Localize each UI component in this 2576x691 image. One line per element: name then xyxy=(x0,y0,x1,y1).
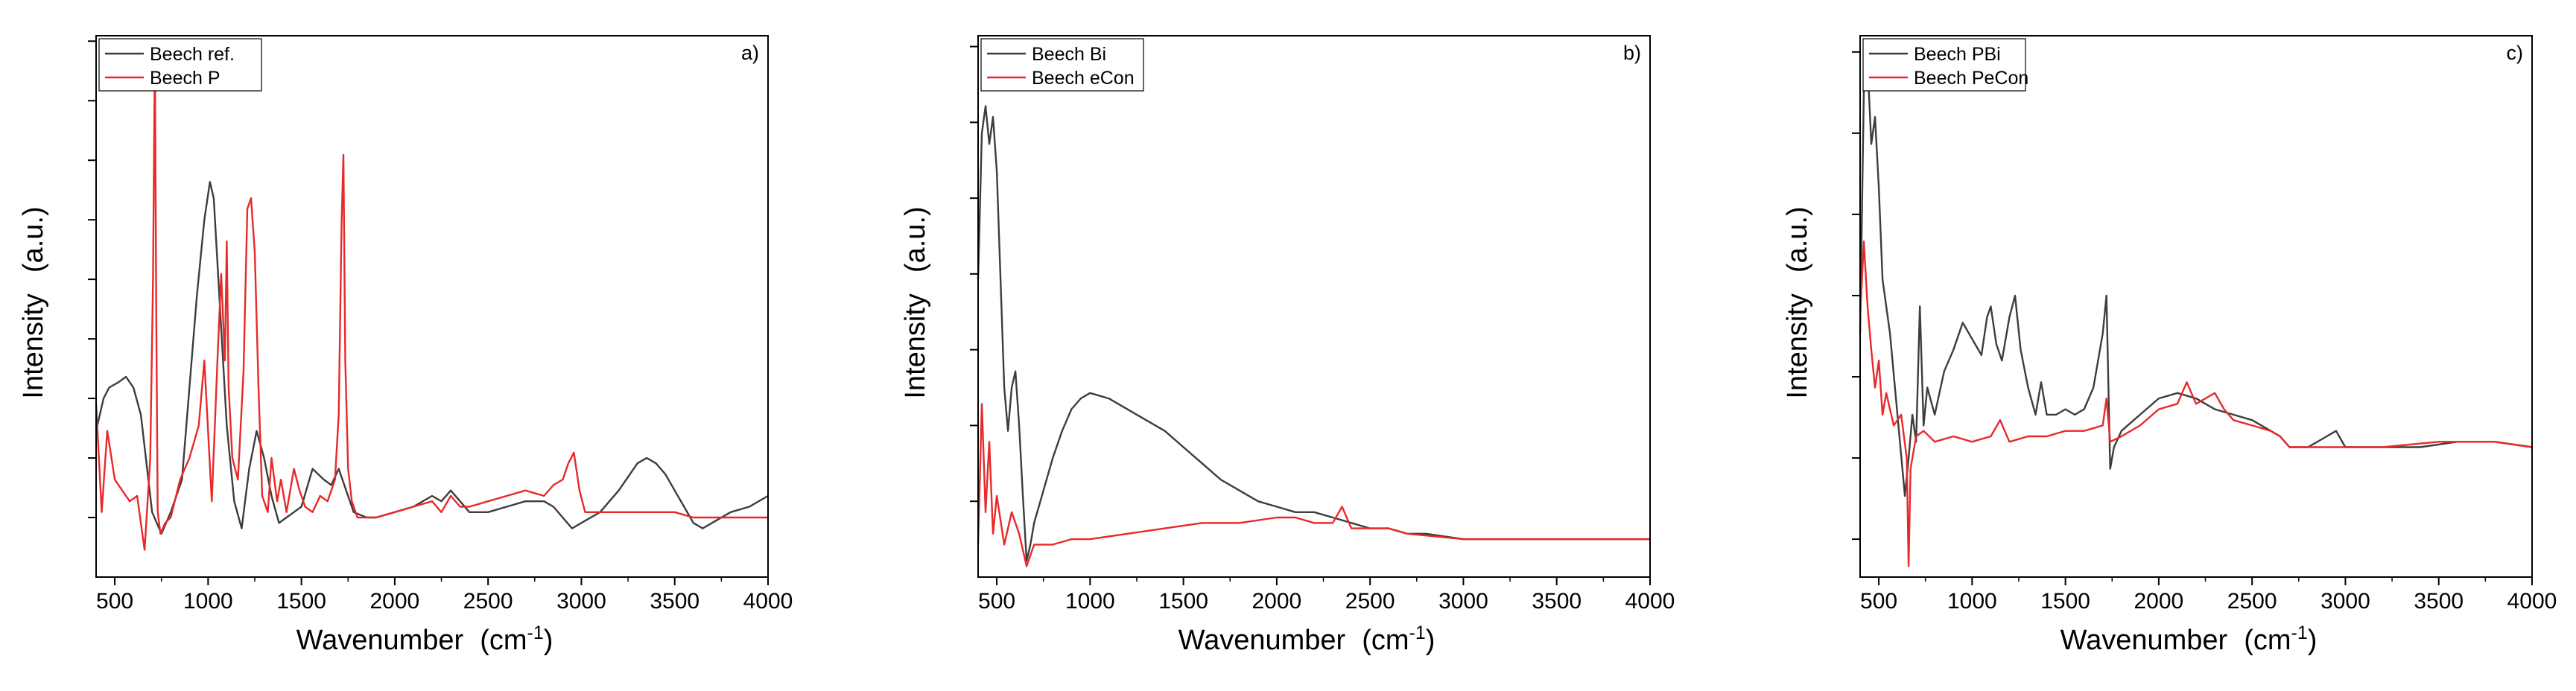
x-axis-unit-exponent: -1 xyxy=(527,622,544,643)
x-tick-label: 4000 xyxy=(1625,589,1675,614)
y-axis-unit: (a.u.) xyxy=(1782,206,1813,273)
series-line-red xyxy=(977,403,1650,567)
legend: Beech PBi Beech PeCon xyxy=(1862,38,2028,92)
y-axis-label: Intensity xyxy=(18,293,49,399)
x-tick-label: 2500 xyxy=(2227,589,2277,614)
x-axis-unit: (cm xyxy=(1362,625,1409,656)
legend-label: Beech ref. xyxy=(150,44,235,65)
x-axis-label: Wavenumber xyxy=(296,625,464,656)
x-tick-label: 4000 xyxy=(743,589,793,614)
x-tick-label: 2000 xyxy=(2134,589,2184,614)
x-tick-label: 2500 xyxy=(1345,589,1395,614)
x-tick-label: 500 xyxy=(978,589,1015,614)
x-tick-label: 3500 xyxy=(2414,589,2464,614)
x-tick-label: 3000 xyxy=(2320,589,2370,614)
plot-frame xyxy=(1859,35,2533,578)
legend: Beech ref. Beech P xyxy=(98,38,262,92)
y-axis-title: Intensity (a.u.) xyxy=(18,206,49,398)
series-line-black xyxy=(95,181,769,535)
x-axis-title: Wavenumber (cm-1) xyxy=(296,622,553,656)
x-axis-unit: (cm xyxy=(2244,625,2291,656)
panel-label: a) xyxy=(741,42,759,64)
x-tick-label: 500 xyxy=(96,589,133,614)
x-tick-label: 1000 xyxy=(1065,589,1115,614)
panel-label: c) xyxy=(2507,42,2524,64)
x-tick-label: 1500 xyxy=(1158,589,1208,614)
x-axis-unit-exponent: -1 xyxy=(1409,622,1426,643)
x-tick-label: 3000 xyxy=(556,589,606,614)
x-tick-label: 2000 xyxy=(370,589,420,614)
x-axis-unit-close: ) xyxy=(544,625,553,656)
y-axis-title: Intensity (a.u.) xyxy=(900,206,931,398)
x-axis-title: Wavenumber (cm-1) xyxy=(2061,622,2318,656)
legend: Beech Bi Beech eCon xyxy=(980,38,1144,92)
legend-label: Beech P xyxy=(150,68,221,89)
x-axis-label: Wavenumber xyxy=(2061,625,2228,656)
x-tick-label: 2000 xyxy=(1252,589,1302,614)
x-axis-unit-close: ) xyxy=(2308,625,2318,656)
x-tick-label: 1500 xyxy=(276,589,326,614)
legend-label: Beech Bi xyxy=(1032,44,1106,65)
plot-frame xyxy=(977,35,1651,578)
series-line-red xyxy=(1859,241,2533,567)
legend-label: Beech eCon xyxy=(1032,68,1135,89)
x-axis-unit: (cm xyxy=(480,625,527,656)
x-axis-unit-exponent: -1 xyxy=(2291,622,2308,643)
x-tick-label: 1000 xyxy=(183,589,233,614)
legend-box xyxy=(98,38,262,92)
x-axis-title: Wavenumber (cm-1) xyxy=(1178,622,1435,656)
x-tick-label: 3500 xyxy=(1532,589,1582,614)
x-tick-label: 3000 xyxy=(1438,589,1488,614)
panel-label: b) xyxy=(1623,42,1641,64)
chart-panel-3: 500 1000 1500 2000 2500 3000 3500 4000 Wavenumbe… xyxy=(1782,35,2557,656)
x-tick-label: 1000 xyxy=(1947,589,1997,614)
x-tick-label: 3500 xyxy=(650,589,699,614)
x-axis-unit-close: ) xyxy=(1426,625,1435,656)
y-axis-unit: (a.u.) xyxy=(900,206,931,273)
plot-frame xyxy=(95,35,769,578)
y-axis-label: Intensity xyxy=(1782,293,1813,399)
y-axis-unit: (a.u.) xyxy=(18,206,49,273)
legend-box xyxy=(980,38,1144,92)
chart-panel-1: 500 1000 1500 2000 2500 3000 3500 4000 Wavenumbe… xyxy=(18,35,793,656)
x-axis-label: Wavenumber xyxy=(1178,625,1346,656)
x-tick-label: 2500 xyxy=(463,589,513,614)
y-axis-label: Intensity xyxy=(900,293,931,399)
x-tick-label: 500 xyxy=(1860,589,1897,614)
chart-panel-2: 500 1000 1500 2000 2500 3000 3500 4000 Wavenumbe… xyxy=(900,35,1675,656)
x-tick-label: 4000 xyxy=(2507,589,2557,614)
legend-label: Beech PeCon xyxy=(1914,68,2028,89)
x-tick-label: 1500 xyxy=(2040,589,2090,614)
y-axis-title: Intensity (a.u.) xyxy=(1782,206,1813,398)
legend-box xyxy=(1862,38,2026,92)
legend-label: Beech PBi xyxy=(1914,44,2001,65)
series-line-red xyxy=(95,51,768,551)
